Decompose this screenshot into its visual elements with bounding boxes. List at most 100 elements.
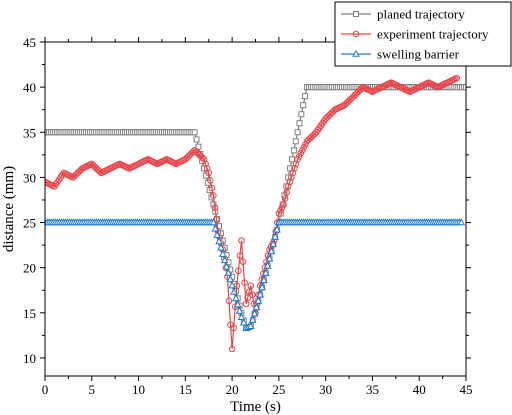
data-point-planned [288, 156, 295, 163]
data-point-barrier [239, 318, 248, 326]
data-point-barrier [261, 268, 270, 276]
data-point-planned [195, 143, 202, 150]
data-point-barrier [246, 322, 255, 330]
data-point-experiment [210, 192, 217, 199]
data-point-barrier [218, 249, 227, 257]
data-point-experiment [202, 160, 209, 168]
axes: 0 5 10 15 20 25 30 35 40 45 10 15 20 25 30 35 40 45 [23, 35, 473, 397]
legend-label: planed trajectory [377, 7, 465, 22]
data-point-barrier [457, 218, 466, 226]
data-point-barrier [267, 247, 276, 255]
data-point-experiment [242, 300, 250, 308]
data-point-barrier [213, 230, 221, 238]
data-point-experiment [244, 294, 252, 302]
data-point-experiment [239, 258, 247, 265]
data-point-planned [296, 120, 303, 127]
data-point-barrier [220, 256, 229, 264]
x-tick-label: 35 [366, 382, 379, 397]
data-point-experiment [236, 252, 244, 259]
data-point-barrier [211, 224, 220, 232]
data-point-experiment [453, 74, 460, 82]
data-point-barrier [232, 294, 240, 302]
data-point-experiment [289, 169, 297, 177]
data-point-experiment [238, 237, 245, 244]
x-tick-label: 40 [413, 382, 426, 397]
y-tick-label: 15 [23, 306, 36, 321]
data-point-experiment [235, 267, 242, 274]
data-point-experiment [225, 297, 233, 305]
data-point-planned [298, 111, 305, 118]
y-tick-label: 40 [23, 80, 36, 95]
data-point-barrier [258, 283, 266, 291]
data-point-experiment [291, 165, 298, 172]
data-point-barrier [256, 290, 265, 298]
data-point-planned [300, 102, 307, 109]
data-point-barrier [273, 225, 281, 233]
series-experiment [45, 74, 460, 353]
data-point-barrier [248, 315, 257, 323]
x-tick-label: 0 [42, 382, 49, 397]
data-point-experiment [241, 279, 248, 287]
y-tick-label: 30 [23, 170, 36, 185]
plot-area [45, 74, 466, 353]
series-barrier [45, 218, 466, 331]
y-tick-label: 45 [23, 35, 36, 50]
data-point-experiment [189, 148, 197, 156]
data-point-barrier [271, 232, 279, 240]
data-point-barrier [254, 296, 263, 304]
data-point-barrier [269, 239, 278, 247]
data-point-barrier [209, 218, 218, 226]
data-point-experiment [96, 168, 103, 175]
legend-swatch-marker [352, 30, 360, 38]
data-point-barrier [265, 254, 274, 262]
data-point-barrier [235, 306, 244, 314]
x-tick-label: 10 [132, 382, 145, 397]
data-point-barrier [228, 281, 236, 289]
data-point-barrier [252, 303, 261, 311]
data-point-experiment [205, 169, 213, 177]
data-point-experiment [249, 291, 256, 299]
y-tick-label: 10 [23, 351, 36, 366]
data-point-planned [294, 129, 301, 136]
data-point-experiment [286, 178, 294, 186]
data-point-barrier [260, 276, 268, 284]
y-tick-label: 20 [23, 261, 36, 276]
legend-item-barrier: swelling barrier [341, 47, 460, 62]
legend-swatch-marker [352, 49, 360, 57]
legend-item-experiment: experiment trajectory [341, 27, 489, 42]
data-point-experiment [206, 177, 214, 184]
data-point-barrier [224, 268, 233, 276]
data-point-planned [292, 138, 299, 145]
data-point-experiment [288, 174, 295, 181]
data-point-experiment [230, 324, 237, 332]
data-point-barrier [237, 313, 246, 321]
data-point-planned [191, 129, 198, 136]
x-axis-title: Time (s) [230, 399, 281, 415]
series-line-planned [45, 86, 466, 329]
data-point-barrier [217, 243, 225, 251]
data-point-planned [463, 84, 466, 91]
data-point-barrier [226, 275, 235, 283]
x-tick-label: 20 [226, 382, 239, 397]
data-point-barrier [222, 262, 231, 270]
data-point-barrier [263, 261, 272, 269]
data-point-planned [287, 165, 294, 172]
data-point-barrier [230, 287, 238, 295]
y-axis-title: distance (mm) [1, 166, 17, 252]
x-tick-label: 5 [89, 382, 96, 397]
data-point-experiment [228, 345, 236, 353]
data-point-experiment [283, 189, 290, 196]
data-point-experiment [247, 282, 255, 290]
data-point-experiment [200, 156, 208, 163]
y-tick-label: 25 [23, 216, 36, 231]
x-tick-label: 25 [272, 382, 285, 397]
data-point-barrier [250, 309, 259, 317]
plot-frame [44, 41, 467, 377]
data-point-experiment [358, 85, 365, 92]
data-point-planned [290, 147, 297, 154]
data-point-planned [193, 136, 200, 143]
data-point-experiment [292, 160, 300, 168]
legend: planed trajectory experiment trajectory sw… [334, 1, 512, 67]
data-point-experiment [281, 195, 289, 202]
